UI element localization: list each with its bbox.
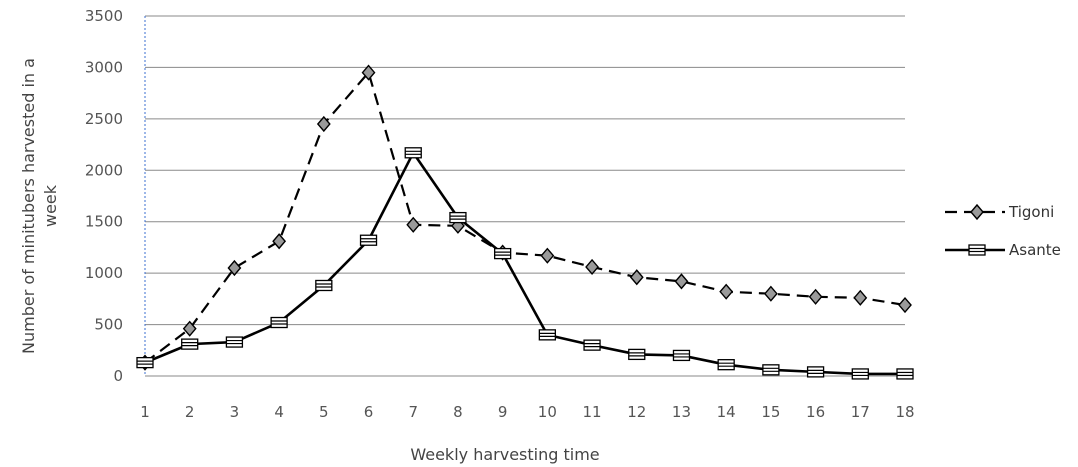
diamond-marker xyxy=(719,283,734,300)
bar-marker-box xyxy=(896,368,914,380)
bar-marker-box xyxy=(359,234,378,246)
bar-marker xyxy=(851,368,869,380)
legend-item-asante: Asante xyxy=(945,241,1061,259)
x-tick-label: 14 xyxy=(717,403,736,421)
bar-marker-box xyxy=(538,329,557,341)
bar-marker-box xyxy=(851,368,869,380)
bar-marker xyxy=(762,364,780,376)
series-tigoni xyxy=(138,64,912,371)
y-axis-title-line1: Number of minitubers harvested in a xyxy=(19,58,38,354)
diamond-marker xyxy=(853,289,868,306)
x-tick-label: 17 xyxy=(851,403,870,421)
bar-marker xyxy=(225,336,244,348)
y-tick-label: 2500 xyxy=(85,110,123,128)
bar-marker xyxy=(896,368,914,380)
diamond-marker xyxy=(540,247,555,264)
bar-marker xyxy=(717,359,735,371)
bar-marker-box xyxy=(968,244,986,256)
bar-marker xyxy=(968,244,986,256)
y-tick-label: 500 xyxy=(94,316,123,334)
diamond-marker xyxy=(898,296,912,314)
bar-marker-box xyxy=(628,348,646,361)
bar-marker xyxy=(583,339,601,351)
y-tick-label: 3500 xyxy=(85,7,123,25)
bar-marker-box xyxy=(181,338,199,350)
legend: Tigoni Asante xyxy=(945,203,1061,259)
bar-marker xyxy=(359,234,378,246)
legend-label: Tigoni xyxy=(1008,203,1054,221)
diamond-marker xyxy=(629,269,644,286)
bar-marker xyxy=(181,338,199,350)
bar-marker xyxy=(806,366,825,378)
diamond-marker xyxy=(361,64,376,81)
bar-marker xyxy=(315,279,333,292)
x-tick-label: 13 xyxy=(672,403,691,421)
series-asante xyxy=(136,147,914,380)
bar-marker xyxy=(136,356,154,369)
y-tick-label: 1000 xyxy=(85,264,123,282)
bar-marker-box xyxy=(672,349,691,362)
x-tick-label: 9 xyxy=(498,403,508,421)
bar-marker xyxy=(493,247,512,260)
y-tick-labels: 0 500 1000 1500 2000 2500 3000 3500 xyxy=(85,7,123,385)
x-axis-title: Weekly harvesting time xyxy=(410,445,599,464)
y-tick-label: 2000 xyxy=(85,161,123,179)
bar-marker-box xyxy=(404,147,422,159)
x-tick-label: 7 xyxy=(408,403,418,421)
x-tick-label: 10 xyxy=(538,403,557,421)
series-lines xyxy=(136,64,914,380)
diamond-marker xyxy=(182,320,197,337)
y-tick-label: 1500 xyxy=(85,213,123,231)
gridlines xyxy=(145,15,905,377)
diamond-marker xyxy=(808,288,823,305)
bar-marker-box xyxy=(806,366,825,378)
bar-marker-box xyxy=(493,247,512,260)
bar-marker-box xyxy=(225,336,244,348)
y-axis-title-line2: week xyxy=(41,184,60,227)
diamond-marker xyxy=(227,259,242,277)
bar-marker-box xyxy=(270,316,288,329)
bar-marker xyxy=(449,211,467,224)
x-tick-label: 4 xyxy=(274,403,284,421)
bar-marker-box xyxy=(583,339,601,351)
x-tick-label: 12 xyxy=(627,403,646,421)
diamond-marker xyxy=(272,233,287,250)
diamond-marker xyxy=(406,216,421,233)
diamond-marker xyxy=(970,203,984,221)
x-tick-label: 3 xyxy=(230,403,240,421)
x-tick-label: 8 xyxy=(453,403,463,421)
x-tick-label: 1 xyxy=(140,403,150,421)
series-line xyxy=(144,71,906,364)
x-tick-label: 16 xyxy=(806,403,825,421)
legend-label: Asante xyxy=(1009,241,1061,259)
bar-marker xyxy=(404,147,422,159)
x-tick-label: 11 xyxy=(583,403,602,421)
diamond-marker xyxy=(763,285,778,302)
x-tick-label: 18 xyxy=(895,403,914,421)
bar-marker-box xyxy=(717,359,735,371)
series-line xyxy=(144,151,905,376)
bar-marker-box xyxy=(449,211,467,224)
y-tick-label: 3000 xyxy=(85,58,123,76)
bar-marker-box xyxy=(762,364,780,376)
bar-marker-box xyxy=(315,279,333,292)
bar-marker-box xyxy=(136,356,154,369)
x-tick-labels: 1 2 3 4 5 6 7 8 9 10 11 12 13 14 15 16 17 18 xyxy=(140,403,914,421)
legend-item-tigoni: Tigoni xyxy=(945,203,1054,221)
diamond-marker xyxy=(585,258,599,276)
bar-marker xyxy=(538,329,557,341)
y-tick-label: 0 xyxy=(113,367,123,385)
diamond-marker xyxy=(316,115,331,133)
x-tick-label: 6 xyxy=(364,403,374,421)
y-axis-title: Number of minitubers harvested in a week xyxy=(19,58,60,354)
x-tick-label: 2 xyxy=(185,403,195,421)
diamond-marker xyxy=(674,273,689,290)
x-tick-label: 5 xyxy=(319,403,329,421)
bar-marker xyxy=(270,316,288,329)
bar-marker xyxy=(672,349,691,362)
x-tick-label: 15 xyxy=(761,403,780,421)
bar-marker xyxy=(628,348,646,361)
